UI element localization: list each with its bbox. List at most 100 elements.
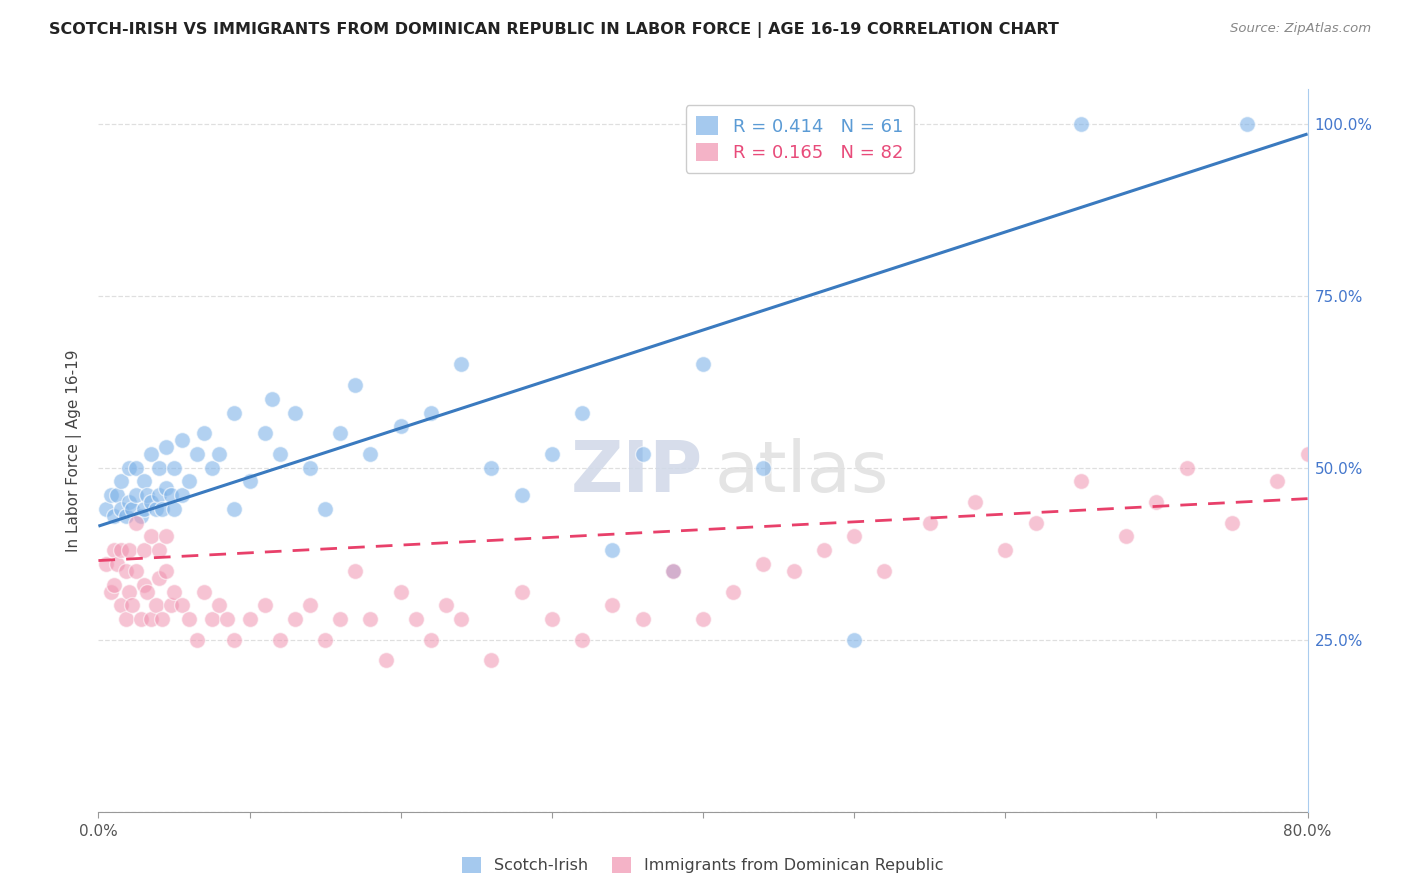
- Point: [692, 612, 714, 626]
- Point: [631, 447, 654, 461]
- Point: [125, 516, 148, 530]
- Point: [155, 481, 177, 495]
- Point: [170, 433, 193, 447]
- Point: [602, 599, 624, 613]
- Point: [994, 543, 1017, 558]
- Point: [103, 508, 125, 523]
- Point: [299, 460, 322, 475]
- Point: [94, 502, 117, 516]
- Point: [105, 557, 128, 571]
- Point: [540, 447, 562, 461]
- Point: [179, 475, 201, 489]
- Point: [132, 502, 155, 516]
- Point: [253, 426, 276, 441]
- Point: [374, 653, 396, 667]
- Point: [193, 584, 215, 599]
- Point: [844, 632, 866, 647]
- Point: [186, 632, 208, 647]
- Point: [224, 632, 246, 647]
- Point: [193, 426, 215, 441]
- Point: [1115, 529, 1137, 543]
- Text: Source: ZipAtlas.com: Source: ZipAtlas.com: [1230, 22, 1371, 36]
- Point: [692, 358, 714, 372]
- Point: [129, 612, 152, 626]
- Point: [103, 543, 125, 558]
- Point: [344, 378, 367, 392]
- Point: [661, 564, 683, 578]
- Point: [94, 557, 117, 571]
- Text: ZIP: ZIP: [571, 438, 703, 507]
- Legend: Scotch-Irish, Immigrants from Dominican Republic: Scotch-Irish, Immigrants from Dominican …: [456, 850, 950, 880]
- Point: [360, 612, 382, 626]
- Point: [148, 460, 170, 475]
- Point: [752, 557, 775, 571]
- Point: [148, 488, 170, 502]
- Point: [141, 495, 163, 509]
- Point: [114, 508, 136, 523]
- Point: [965, 495, 987, 509]
- Point: [208, 599, 231, 613]
- Point: [510, 584, 533, 599]
- Point: [155, 529, 177, 543]
- Point: [389, 584, 412, 599]
- Point: [269, 632, 291, 647]
- Point: [510, 488, 533, 502]
- Point: [1070, 475, 1092, 489]
- Point: [813, 543, 835, 558]
- Point: [450, 612, 472, 626]
- Point: [170, 599, 193, 613]
- Point: [329, 612, 352, 626]
- Point: [1327, 495, 1350, 509]
- Point: [329, 426, 352, 441]
- Point: [100, 584, 122, 599]
- Point: [163, 584, 186, 599]
- Point: [344, 564, 367, 578]
- Text: SCOTCH-IRISH VS IMMIGRANTS FROM DOMINICAN REPUBLIC IN LABOR FORCE | AGE 16-19 CO: SCOTCH-IRISH VS IMMIGRANTS FROM DOMINICA…: [49, 22, 1059, 38]
- Point: [163, 460, 186, 475]
- Point: [129, 508, 152, 523]
- Point: [269, 447, 291, 461]
- Point: [389, 419, 412, 434]
- Point: [125, 488, 148, 502]
- Point: [360, 447, 382, 461]
- Point: [145, 599, 167, 613]
- Point: [284, 612, 307, 626]
- Point: [420, 632, 443, 647]
- Point: [208, 447, 231, 461]
- Point: [110, 475, 132, 489]
- Point: [918, 516, 941, 530]
- Point: [110, 599, 132, 613]
- Point: [239, 475, 262, 489]
- Point: [314, 502, 336, 516]
- Point: [844, 529, 866, 543]
- Point: [118, 460, 141, 475]
- Point: [1175, 460, 1198, 475]
- Point: [571, 632, 593, 647]
- Point: [148, 571, 170, 585]
- Point: [661, 564, 683, 578]
- Y-axis label: In Labor Force | Age 16-19: In Labor Force | Age 16-19: [66, 349, 83, 552]
- Point: [481, 460, 503, 475]
- Point: [105, 488, 128, 502]
- Point: [141, 612, 163, 626]
- Point: [132, 577, 155, 591]
- Point: [135, 488, 157, 502]
- Point: [571, 406, 593, 420]
- Point: [1024, 516, 1046, 530]
- Point: [150, 612, 173, 626]
- Point: [132, 543, 155, 558]
- Point: [114, 612, 136, 626]
- Point: [121, 599, 143, 613]
- Point: [155, 564, 177, 578]
- Point: [114, 564, 136, 578]
- Point: [118, 584, 141, 599]
- Point: [121, 502, 143, 516]
- Point: [163, 502, 186, 516]
- Point: [148, 543, 170, 558]
- Point: [135, 584, 157, 599]
- Point: [262, 392, 284, 406]
- Point: [405, 612, 427, 626]
- Point: [132, 475, 155, 489]
- Point: [125, 460, 148, 475]
- Point: [602, 543, 624, 558]
